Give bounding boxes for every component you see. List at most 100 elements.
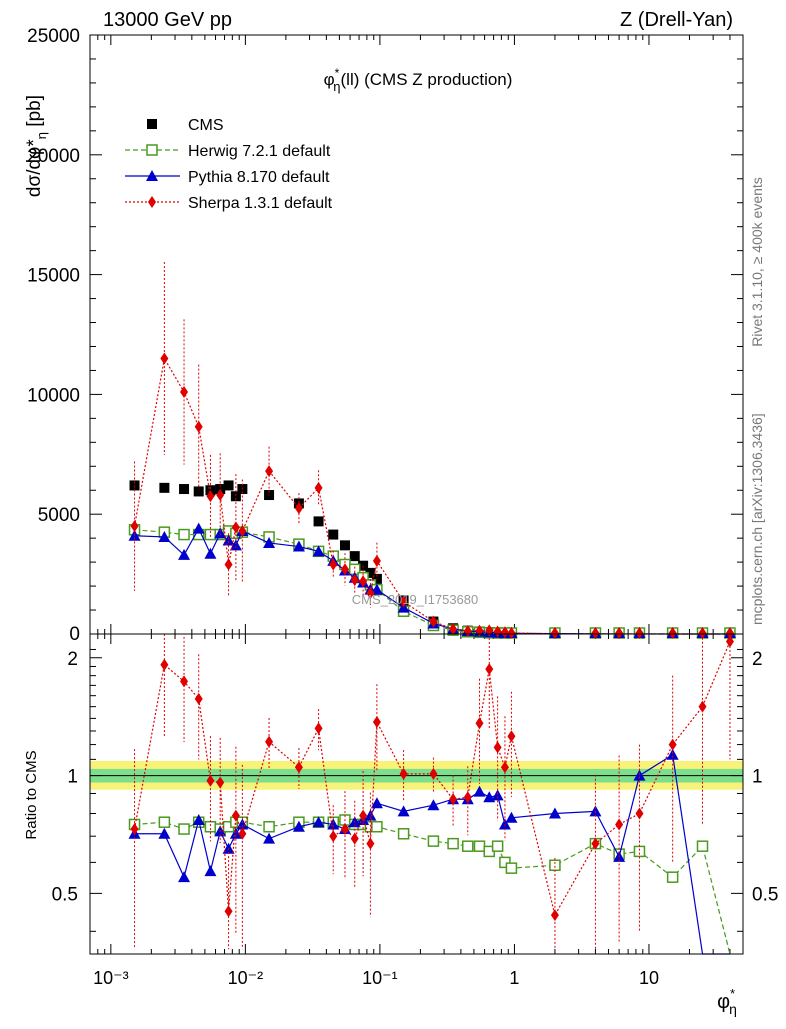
- chart-title: φ* η(ll) (CMS Z production): [324, 66, 513, 94]
- pythia-ratio-point: [473, 785, 486, 797]
- sherpa-point: [231, 521, 240, 534]
- sherpa-ratio-point: [668, 738, 677, 751]
- herwig-ratio-point: [397, 828, 410, 840]
- legend-cms-marker: [147, 119, 157, 129]
- sherpa-ratio-point: [329, 830, 338, 843]
- pythia-ratio-point: [498, 818, 511, 830]
- pythia-point: [263, 536, 276, 548]
- sherpa-ratio-point: [507, 730, 516, 743]
- ratio-panel-frame: [89, 633, 744, 955]
- sherpa-ratio-point: [399, 767, 408, 780]
- pythia-ratio-point: [178, 871, 191, 883]
- herwig-ratio-point: [204, 820, 217, 833]
- legend-sherpa-marker: [148, 196, 156, 208]
- sherpa-ratio-point: [224, 905, 233, 918]
- pythia-point: [214, 527, 227, 539]
- herwig-ratio-point: [473, 840, 486, 852]
- mcplots-reference-note: mcplots.cern.ch [arXiv:1306.3436]: [749, 413, 765, 625]
- sherpa-point: [265, 465, 274, 478]
- pythia-ratio-line: [134, 753, 730, 955]
- herwig-point: [178, 528, 190, 541]
- cms-point: [230, 491, 241, 502]
- legend-sherpa-label: Sherpa 1.3.1 default: [188, 195, 333, 212]
- y-tick-label: 0: [69, 624, 80, 645]
- sherpa-point: [507, 626, 516, 639]
- ratio-y-tick-label: 1: [67, 767, 78, 788]
- legend-herwig-label: Herwig 7.2.1 default: [188, 143, 331, 160]
- ratio-y-tick-label-right: 1: [752, 767, 763, 788]
- cms-point: [179, 484, 190, 495]
- y-tick-label: 20000: [27, 146, 80, 167]
- sherpa-point: [485, 624, 494, 637]
- cms-point: [328, 529, 339, 540]
- sherpa-ratio-point: [231, 809, 240, 822]
- herwig-ratio-point: [666, 871, 679, 883]
- sherpa-ratio-point: [265, 735, 274, 748]
- x-axis-label: φ* η: [717, 986, 737, 1017]
- pythia-ratio-point: [427, 799, 440, 811]
- sherpa-point: [449, 623, 458, 636]
- upper-panel-ticks: 5000 10000 15000 20000 25000 0: [27, 26, 744, 645]
- pythia-point: [192, 522, 205, 534]
- y-tick-label: 10000: [27, 385, 80, 406]
- sherpa-point: [591, 627, 600, 639]
- pythia-point: [204, 547, 217, 559]
- sherpa-ratio-point: [194, 692, 203, 705]
- pythia-point: [312, 545, 325, 557]
- sherpa-ratio-point: [493, 741, 502, 754]
- sherpa-point: [329, 558, 338, 571]
- cms-point: [193, 486, 204, 497]
- sherpa-ratio-point: [130, 823, 139, 836]
- sherpa-ratio-point: [429, 767, 438, 780]
- sherpa-ratio-point: [372, 716, 381, 729]
- legend-herwig-marker: [146, 144, 158, 156]
- sherpa-ratio-point: [359, 809, 368, 822]
- herwig-ratio-point: [447, 837, 459, 850]
- sherpa-ratio-point: [500, 761, 509, 774]
- pythia-point: [158, 530, 171, 542]
- herwig-ratio-point: [499, 856, 511, 869]
- pythia-point: [178, 548, 191, 560]
- sherpa-ratio-point: [463, 791, 472, 804]
- ratio-uncertainty-band: [90, 760, 743, 790]
- sherpa-point: [725, 627, 734, 639]
- pythia-ratio-point: [666, 748, 679, 760]
- ratio-y-axis-label: Ratio to CMS: [23, 750, 40, 839]
- sherpa-ratio-point: [294, 761, 303, 774]
- pythia-point: [292, 540, 305, 552]
- cms-point: [313, 516, 324, 527]
- pythia-ratio-point: [491, 789, 504, 801]
- x-tick-label: 10⁻¹: [362, 968, 398, 988]
- sherpa-ratio-point: [550, 909, 559, 922]
- ratio-panel-series: [128, 634, 734, 955]
- herwig-ratio-point: [696, 840, 709, 852]
- sherpa-point: [194, 420, 203, 433]
- header-left: 13000 GeV pp: [103, 9, 232, 31]
- sherpa-point: [698, 627, 707, 639]
- sherpa-point: [350, 574, 359, 587]
- sherpa-ratio-point: [180, 675, 189, 688]
- herwig-ratio-point: [263, 820, 275, 833]
- herwig-ratio-point: [549, 859, 561, 871]
- herwig-ratio-point: [633, 845, 646, 858]
- legend: CMS Herwig 7.2.1 default Pythia 8.170 defa…: [125, 117, 333, 212]
- sherpa-point: [160, 352, 169, 365]
- rivet-version-note: Rivet 3.1.10, ≥ 400k events: [749, 177, 765, 347]
- cms-point: [339, 540, 350, 551]
- sherpa-ratio-point: [366, 837, 375, 850]
- header-right: Z (Drell-Yan): [620, 9, 733, 31]
- herwig-ratio-point: [178, 823, 190, 835]
- sherpa-point: [130, 520, 139, 533]
- pythia-ratio-point: [548, 807, 561, 819]
- sherpa-ratio-point: [340, 823, 349, 836]
- y-tick-label: 25000: [27, 26, 80, 47]
- sherpa-point: [635, 627, 644, 639]
- cms-point: [129, 480, 140, 491]
- sherpa-ratio-point: [216, 776, 225, 789]
- pythia-ratio-point: [505, 811, 518, 823]
- ratio-panel-ticks: 10⁻³ 10⁻² 10⁻¹ 1 10 0.5 0.5 1 1 2 2: [52, 634, 778, 988]
- cms-point: [365, 567, 376, 578]
- sherpa-ratio-point: [350, 832, 359, 845]
- legend-pythia-marker: [146, 170, 158, 181]
